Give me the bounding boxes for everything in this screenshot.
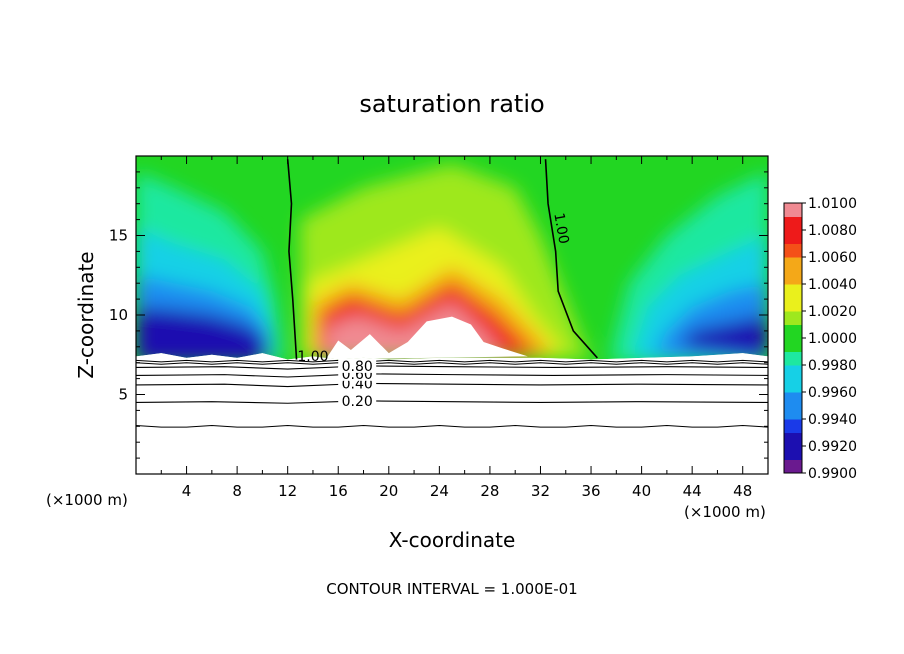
- x-tick-label: 32: [531, 482, 550, 500]
- contour-line: [136, 400, 768, 404]
- x-tick-label: 16: [329, 482, 348, 500]
- colorbar-band: [784, 324, 802, 339]
- colorbar-band: [784, 284, 802, 298]
- colorbar-label: 1.0040: [808, 277, 857, 293]
- contour-line: [136, 373, 768, 378]
- x-tick-label: 8: [232, 482, 242, 500]
- ground-region: [136, 353, 768, 474]
- colorbar-band: [784, 338, 802, 352]
- y-tick-label: 15: [109, 227, 128, 245]
- colorbar-label: 0.9980: [808, 358, 857, 374]
- colorbar-band: [784, 392, 802, 406]
- contour-label-bg: [338, 358, 377, 373]
- x-axis: 4 8 12 16 20 24 28 32 36 40 44 48: [160, 156, 752, 500]
- colorbar-band: [784, 243, 802, 258]
- contour-line: [136, 425, 768, 428]
- colorbar-label: 1.0060: [808, 250, 857, 266]
- colorbar-band: [784, 257, 802, 271]
- contour-line: [136, 365, 768, 370]
- colorbar-label: 0.9960: [808, 385, 857, 401]
- x-tick-label: 48: [733, 482, 752, 500]
- colorbar-band: [784, 216, 802, 231]
- contour-label-bg: [338, 393, 377, 408]
- x-unit-right: (×1000 m): [684, 503, 766, 521]
- colorbar-band: [784, 378, 802, 393]
- contour-line: [544, 159, 598, 359]
- x-tick-label: 44: [683, 482, 702, 500]
- colorbar-label: 1.0000: [808, 331, 857, 347]
- contour-line: [286, 159, 298, 360]
- colorbar-band: [784, 351, 802, 366]
- near-surface-line: [136, 359, 768, 363]
- x-axis-label: X-coordinate: [389, 528, 516, 552]
- colorbar-label: 0.9900: [808, 466, 857, 482]
- contour-label: 1.00: [297, 349, 328, 365]
- x-tick-label: 28: [480, 482, 499, 500]
- chart-title: saturation ratio: [359, 90, 544, 118]
- colorbar-band: [784, 432, 802, 447]
- y-axis: 5 10 15: [109, 171, 768, 459]
- x-tick-label: 20: [379, 482, 398, 500]
- colorbar: 1.0100 1.0080 1.0060 1.0040 1.0020 1.0000 0.99…: [783, 196, 857, 482]
- x-unit-left: (×1000 m): [46, 491, 128, 509]
- colorbar-band: [784, 297, 802, 312]
- plot-area: [135, 155, 769, 475]
- colorbar-band: [784, 270, 802, 285]
- colorbar-band: [784, 203, 802, 217]
- colorbar-band: [784, 405, 802, 420]
- contour-label: 0.80: [342, 359, 373, 375]
- saturated-pocket: [325, 316, 528, 360]
- colorbar-band: [784, 311, 802, 325]
- x-tick-label: 24: [430, 482, 449, 500]
- x-tick-label: 4: [182, 482, 192, 500]
- x-tick-label: 40: [632, 482, 651, 500]
- contour-line: [136, 382, 768, 388]
- x-tick-label: 36: [581, 482, 600, 500]
- y-tick-label: 10: [109, 306, 128, 324]
- dry-region-right: [679, 315, 768, 358]
- near-surface-line: [136, 362, 768, 365]
- colorbar-label: 0.9920: [808, 439, 857, 455]
- colorbar-band: [784, 459, 802, 474]
- y-tick-label: 5: [118, 386, 128, 404]
- colorbar-label: 1.0080: [808, 223, 857, 239]
- x-tick-label: 12: [278, 482, 297, 500]
- contour-lines: [136, 159, 768, 474]
- saturation-field: [136, 156, 768, 360]
- colorbar-band: [784, 419, 802, 433]
- colorbar-label: 0.9940: [808, 412, 857, 428]
- dry-region-left: [136, 307, 269, 360]
- contour-label: 0.20: [342, 394, 373, 410]
- colorbar-label: 1.0100: [808, 196, 857, 212]
- colorbar-label: 1.0020: [808, 304, 857, 320]
- colorbar-band: [784, 230, 802, 244]
- contour-interval-note: CONTOUR INTERVAL = 1.000E-01: [326, 580, 577, 598]
- contour-label: 1.00: [550, 212, 571, 245]
- colorbar-band: [784, 365, 802, 379]
- y-axis-label: Z-coordinate: [74, 251, 98, 378]
- colorbar-band: [784, 446, 802, 460]
